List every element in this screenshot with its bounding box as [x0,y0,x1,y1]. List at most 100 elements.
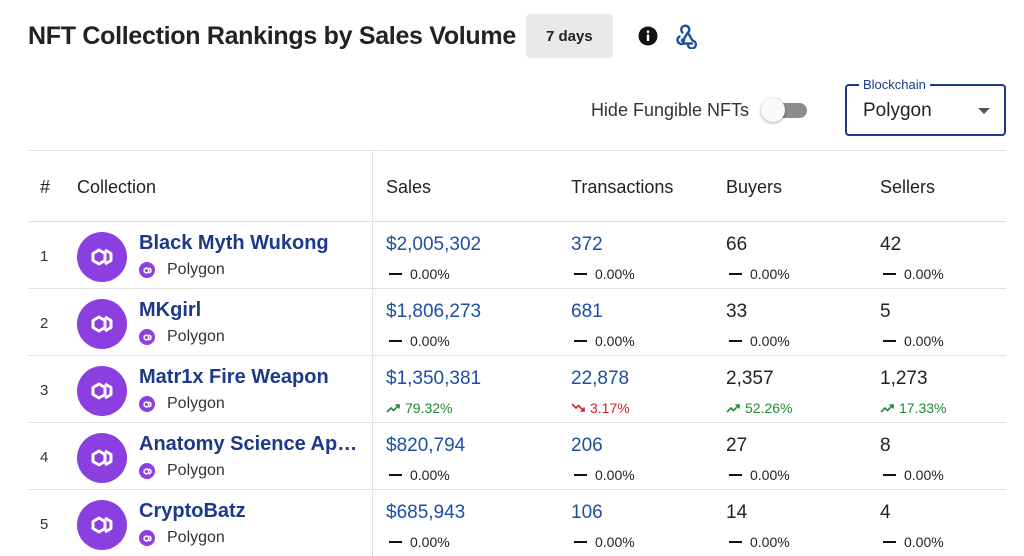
transactions-value[interactable]: 372 [571,234,603,255]
header-sales[interactable]: Sales [386,177,432,197]
page-title: NFT Collection Rankings by Sales Volume [28,21,516,50]
transactions-change: 0.00% [571,534,635,550]
rankings-table: # Collection Sales Transactions Buyers S… [28,150,1006,556]
change-percent: 0.00% [595,467,635,483]
sales-value[interactable]: $820,794 [386,435,466,456]
rank-cell: 1 [40,248,49,265]
info-icon[interactable] [637,25,659,47]
no-change-icon [883,273,896,275]
sales-change: 0.00% [386,266,450,282]
table-header: # Collection Sales Transactions Buyers S… [28,150,1006,222]
collection-name-link[interactable]: Matr1x Fire Weapon [139,366,329,388]
collection-avatar[interactable] [77,232,127,282]
table-row[interactable]: 1 Black Myth Wukong Polygon $2,005,302 0… [28,222,1006,289]
sellers-value: 42 [880,234,902,255]
change-percent: 0.00% [410,534,450,550]
sales-change: 0.00% [386,333,450,349]
change-percent: 3.17% [590,400,630,416]
table-row[interactable]: 4 Anatomy Science Ape ... Polygon $820,7… [28,423,1006,490]
table-row[interactable]: 5 CryptoBatz Polygon $685,943 0.00% 106 … [28,490,1006,556]
sellers-change: 0.00% [880,534,944,550]
hide-fungible-label: Hide Fungible NFTs [590,99,749,120]
hide-fungible-toggle[interactable] [761,96,809,124]
no-change-icon [729,541,742,543]
change-percent: 17.33% [899,400,947,416]
change-percent: 0.00% [750,467,790,483]
transactions-change: 0.00% [571,266,635,282]
sellers-value: 8 [880,435,891,456]
header-sellers[interactable]: Sellers [880,177,936,197]
collection-avatar[interactable] [77,366,127,416]
sellers-change: 17.33% [880,400,946,416]
sales-value[interactable]: $1,350,381 [386,368,482,389]
transactions-change: 0.00% [571,333,635,349]
change-percent: 0.00% [410,333,450,349]
header-buyers[interactable]: Buyers [726,177,783,197]
filter-controls: Hide Fungible NFTs Blockchain Polygon [590,77,1006,138]
collection-name-link[interactable]: CryptoBatz [139,500,246,522]
transactions-value[interactable]: 681 [571,301,603,322]
transactions-value[interactable]: 206 [571,435,603,456]
table-row[interactable]: 2 MKgirl Polygon $1,806,273 0.00% 681 0.… [28,289,1006,356]
no-change-icon [729,340,742,342]
sellers-change: 0.00% [880,467,944,483]
chain-name: Polygon [167,328,225,345]
collection-avatar[interactable] [77,500,127,550]
transactions-value[interactable]: 106 [571,502,603,523]
collection-avatar[interactable] [77,299,127,349]
blockchain-select-label: Blockchain [859,77,930,92]
buyers-value: 14 [726,502,748,523]
blockchain-select[interactable]: Blockchain Polygon [845,77,1006,136]
change-percent: 0.00% [750,266,790,282]
change-percent: 0.00% [595,333,635,349]
buyers-value: 2,357 [726,368,774,389]
chain-name: Polygon [167,261,225,278]
change-percent: 0.00% [904,534,944,550]
change-percent: 0.00% [750,534,790,550]
sticky-column-divider [372,150,373,556]
header-rank: # [40,177,51,197]
change-percent: 52.26% [745,400,793,416]
buyers-value: 27 [726,435,748,456]
transactions-change: 0.00% [571,467,635,483]
blockchain-select-value: Polygon [863,100,932,121]
collection-name-link[interactable]: MKgirl [139,299,202,321]
page-header: NFT Collection Rankings by Sales Volume … [28,14,699,58]
change-percent: 0.00% [904,266,944,282]
table-body: 1 Black Myth Wukong Polygon $2,005,302 0… [28,222,1006,556]
trend-up-icon [880,404,894,413]
collection-name-link[interactable]: Anatomy Science Ape ... [139,433,367,455]
rank-cell: 4 [40,449,49,466]
buyers-change: 0.00% [726,333,790,349]
sales-value[interactable]: $2,005,302 [386,234,482,255]
rank-cell: 2 [40,315,49,332]
chain-name: Polygon [167,395,225,412]
sellers-change: 0.00% [880,333,944,349]
no-change-icon [574,474,587,476]
sales-value[interactable]: $1,806,273 [386,301,482,322]
no-change-icon [574,273,587,275]
transactions-change: 3.17% [571,400,630,416]
sales-change: 79.32% [386,400,452,416]
buyers-value: 33 [726,301,748,322]
change-percent: 0.00% [410,467,450,483]
polygon-icon [139,463,155,479]
no-change-icon [729,474,742,476]
polygon-icon [139,262,155,278]
change-percent: 0.00% [904,333,944,349]
buyers-change: 52.26% [726,400,792,416]
period-button[interactable]: 7 days [525,14,613,58]
collection-name-link[interactable]: Black Myth Wukong [139,232,329,254]
sales-change: 0.00% [386,467,450,483]
collection-chain: Polygon [139,394,225,414]
table-row[interactable]: 3 Matr1x Fire Weapon Polygon $1,350,381 … [28,356,1006,423]
sales-value[interactable]: $685,943 [386,502,466,523]
polygon-icon [139,530,155,546]
transactions-value[interactable]: 22,878 [571,368,630,389]
trend-up-icon [726,404,740,413]
webhook-icon[interactable] [673,23,699,49]
no-change-icon [389,273,402,275]
collection-avatar[interactable] [77,433,127,483]
buyers-change: 0.00% [726,266,790,282]
header-transactions[interactable]: Transactions [571,177,674,197]
